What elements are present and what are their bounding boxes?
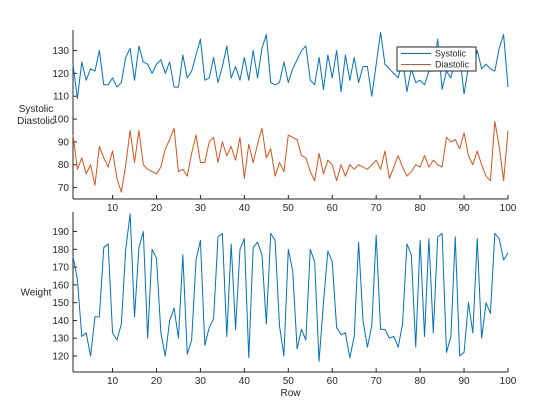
- y-tick-label: 180: [52, 245, 69, 256]
- y-tick-label: 150: [52, 298, 69, 309]
- x-tick-label: 50: [283, 203, 295, 214]
- x-tick-label: 40: [239, 376, 251, 387]
- y-tick-label: 100: [52, 115, 69, 126]
- x-tick-label: 30: [195, 376, 207, 387]
- series-line-series-0: [72, 213, 509, 362]
- y-tick-label: 130: [52, 46, 69, 57]
- x-tick-label: 60: [327, 376, 339, 387]
- series-line-diastolic: [72, 120, 509, 193]
- y-tick-label: 140: [52, 316, 69, 327]
- x-tick-label: 60: [327, 203, 339, 214]
- x-tick-label: 10: [107, 376, 119, 387]
- y-tick-label: 110: [53, 92, 69, 103]
- y-tick-label: 120: [52, 69, 69, 80]
- x-tick-label: 80: [415, 203, 427, 214]
- legend-label-diastolic: Diastolic: [435, 60, 470, 70]
- x-axis-label: Row: [280, 388, 301, 399]
- x-tick-label: 80: [415, 376, 427, 387]
- panel-bottom: 120 130 140 150 160 170 180 190 10 20 30 40 50 60 70 80…: [21, 212, 517, 399]
- x-tick-label: 90: [458, 203, 470, 214]
- x-tick-label: 50: [283, 376, 295, 387]
- y-axis-label: Diastolic: [17, 116, 55, 127]
- y-tick-label: 70: [58, 183, 70, 194]
- x-tick-label: 30: [195, 203, 207, 214]
- y-tick-label: 130: [52, 334, 69, 345]
- y-tick-label: 190: [52, 227, 69, 238]
- y-tick-label: 120: [52, 352, 69, 363]
- x-tick-label: 70: [371, 203, 383, 214]
- y-tick-label: 170: [52, 263, 69, 274]
- y-axis-label: Systolic: [19, 104, 53, 115]
- y-tick-label: 80: [58, 160, 70, 171]
- x-tick-label: 100: [500, 203, 517, 214]
- x-tick-label: 20: [151, 203, 163, 214]
- x-tick-label: 90: [458, 376, 470, 387]
- legend-label-systolic: Systolic: [435, 49, 467, 59]
- legend-box: [396, 46, 477, 72]
- x-tick-label: 100: [500, 376, 517, 387]
- x-tick-label: 40: [239, 203, 251, 214]
- y-tick-label: 160: [52, 280, 69, 291]
- x-tick-label: 70: [371, 376, 383, 387]
- x-tick-label: 20: [151, 376, 163, 387]
- y-tick-label: 90: [58, 137, 70, 148]
- y-axis-label: Weight: [21, 288, 52, 299]
- x-tick-label: 10: [107, 203, 119, 214]
